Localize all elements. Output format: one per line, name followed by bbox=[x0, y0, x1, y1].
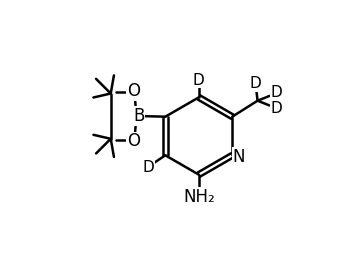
Text: O: O bbox=[127, 82, 140, 100]
Text: NH₂: NH₂ bbox=[183, 188, 215, 206]
Text: D: D bbox=[271, 85, 283, 100]
Text: O: O bbox=[127, 132, 140, 150]
Text: B: B bbox=[133, 107, 144, 125]
Text: D: D bbox=[271, 101, 283, 116]
Text: D: D bbox=[193, 73, 205, 88]
Text: D: D bbox=[142, 160, 154, 175]
Text: N: N bbox=[233, 148, 245, 166]
Text: D: D bbox=[249, 76, 261, 91]
